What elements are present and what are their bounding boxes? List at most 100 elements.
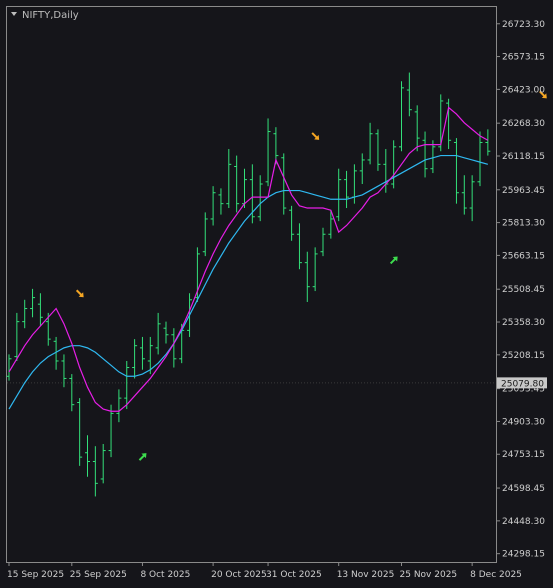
ohlc-bar-34 (273, 127, 279, 165)
x-tick-label: 15 Sep 2025 (7, 570, 64, 580)
ohlc-bar-37 (296, 223, 302, 270)
arrow-down-icon-2 (539, 90, 547, 99)
ohlc-bar-29 (234, 155, 240, 213)
y-tick-label: 25053.45 (502, 385, 545, 395)
y-tick-label: 26118.15 (502, 152, 545, 162)
y-tick-label: 25963.45 (502, 186, 545, 196)
ohlc-bar-41 (328, 210, 334, 239)
arrow-up-icon-0 (138, 453, 147, 461)
ohlc-bar-7 (61, 354, 67, 388)
x-tick-label: 25 Sep 2025 (70, 570, 127, 580)
ohlc-bar-45 (359, 153, 365, 184)
y-tick-label: 26423.00 (502, 85, 545, 95)
y-axis: 26723.30 26573.15 26423.00 26268.30 26118.15… (496, 20, 545, 560)
ohlc-bar-36 (289, 205, 295, 241)
ohlc-bar-46 (367, 122, 373, 165)
ohlc-bar-27 (218, 188, 224, 215)
arrow-head (78, 292, 84, 298)
ohlc-bar-31 (249, 164, 255, 224)
arrow-up-icon-1 (389, 256, 398, 265)
ohlc-bar-53 (422, 131, 428, 178)
ohlc-bar-4 (37, 293, 43, 327)
y-tick-label: 26723.30 (502, 20, 545, 30)
ohlc-bar-40 (320, 227, 326, 257)
chart-title: NIFTY,Daily (22, 10, 79, 21)
indicator-lines (8, 106, 489, 412)
ohlc-bar-26 (210, 186, 216, 226)
ohlc-bar-13 (108, 404, 114, 458)
ohlc-bar-47 (375, 129, 381, 171)
y-tick-label: 26268.30 (502, 119, 545, 129)
ohlc-bar-33 (265, 118, 271, 187)
y-tick-label: 24298.15 (502, 550, 545, 560)
y-tick-label: 25508.45 (502, 285, 545, 295)
ohlc-bar-50 (399, 81, 404, 152)
arrow-head (392, 256, 398, 262)
ohlc-bar-3 (30, 288, 36, 318)
y-tick-label: 25813.30 (502, 219, 545, 229)
y-tick-label: 24448.30 (502, 517, 545, 527)
x-axis: 15 Sep 2025 25 Sep 2025 8 Oct 2025 20 Oct 2… (7, 562, 522, 580)
x-tick-label: 8 Oct 2025 (140, 570, 190, 580)
current-price-label: 25079.80 (497, 377, 547, 389)
price-label-bg (497, 377, 547, 389)
ohlc-bar-43 (344, 170, 350, 209)
x-tick-label: 31 Oct 2025 (266, 570, 322, 580)
ohlc-bar-57 (453, 138, 459, 204)
arrow-head (541, 93, 547, 99)
ohlc-bar-9 (77, 398, 83, 466)
x-tick-label: 25 Nov 2025 (400, 570, 458, 580)
ohlc-bar-11 (92, 446, 98, 497)
ohlc-bar-51 (406, 72, 412, 117)
ohlc-bar-58 (461, 175, 467, 215)
ohlc-bar-16 (132, 339, 138, 379)
slow-line-series (8, 154, 489, 410)
ohlc-bar-25 (202, 212, 208, 257)
ohlc-bar-8 (69, 374, 75, 412)
ohlc-bar-21 (171, 328, 177, 368)
ohlc-bar-55 (438, 94, 444, 152)
x-tick-label: 13 Nov 2025 (337, 570, 395, 580)
ohlc-bar-18 (147, 336, 153, 375)
x-tick-label: 20 Oct 2025 (211, 570, 267, 580)
ohlc-bar-15 (124, 360, 130, 410)
ohlc-bar-52 (414, 105, 420, 152)
price-label-text: 25079.80 (501, 379, 544, 389)
y-tick-label: 24903.30 (502, 417, 545, 427)
plot-border (6, 6, 497, 563)
ohlc-bar-32 (257, 175, 263, 222)
ohlc-bar-35 (281, 153, 287, 215)
ohlc-bar-1 (14, 312, 20, 361)
ohlc-bar-28 (226, 149, 232, 209)
x-tick-label: 8 Dec 2025 (470, 570, 522, 580)
ohlc-bar-10 (85, 435, 90, 477)
fast-line-series (8, 106, 489, 412)
ohlc-bar-14 (116, 389, 122, 423)
arrow-down-icon-0 (75, 289, 84, 298)
ohlc-bar-59 (469, 175, 475, 222)
arrow-head (141, 453, 147, 459)
ohlc-bar-17 (139, 336, 145, 370)
ohlc-bar-5 (45, 312, 51, 346)
ohlc-bar-42 (336, 168, 342, 222)
y-tick-label: 25663.15 (502, 251, 545, 261)
ohlc-bar-20 (163, 321, 169, 344)
ohlc-bar-54 (430, 140, 436, 174)
y-tick-label: 25358.30 (502, 318, 545, 328)
y-tick-label: 24753.15 (502, 450, 545, 460)
ohlc-bar-38 (304, 251, 310, 302)
ohlc-bar-6 (53, 336, 59, 370)
y-tick-label: 26573.15 (502, 53, 545, 63)
arrow-down-icon-1 (311, 132, 320, 140)
chart-title-group: NIFTY,Daily (11, 10, 79, 21)
ohlc-bar-61 (485, 129, 491, 156)
ohlc-bar-39 (312, 247, 318, 292)
y-tick-label: 24598.45 (502, 484, 545, 494)
collapse-triangle-icon[interactable] (11, 12, 17, 16)
ohlc-bar-19 (155, 312, 161, 355)
ohlc-bar-0 (6, 354, 12, 381)
ohlc-bar-60 (477, 131, 483, 187)
